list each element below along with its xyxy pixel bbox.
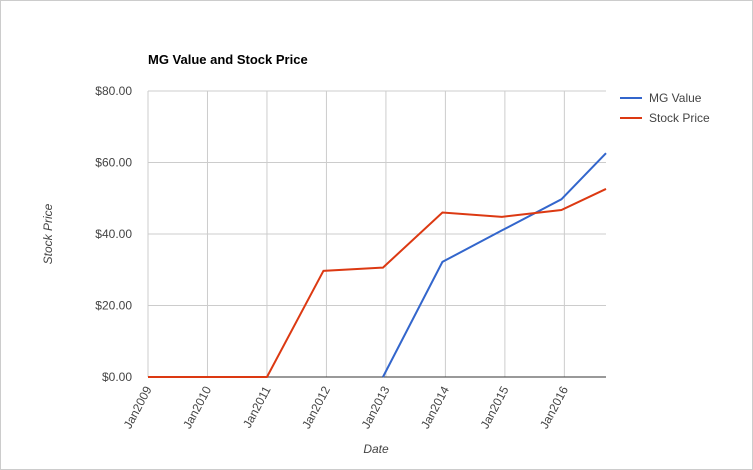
y-tick-label: $60.00 xyxy=(95,156,132,170)
y-tick-label: $80.00 xyxy=(95,84,132,98)
legend-label: Stock Price xyxy=(649,111,710,125)
chart-title: MG Value and Stock Price xyxy=(148,52,308,67)
y-tick-label: $0.00 xyxy=(102,370,132,384)
y-tick-label: $40.00 xyxy=(95,227,132,241)
legend-label: MG Value xyxy=(649,91,702,105)
y-axis-title: Stock Price xyxy=(41,203,55,264)
line-series xyxy=(382,152,607,378)
line-series xyxy=(148,188,607,378)
x-axis-title: Date xyxy=(363,442,389,456)
y-tick-label: $20.00 xyxy=(95,299,132,313)
